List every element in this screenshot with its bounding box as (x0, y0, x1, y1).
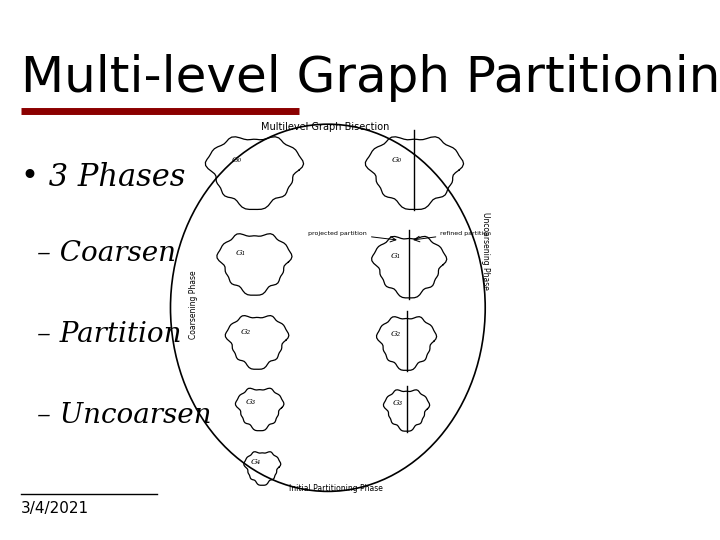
Text: Uncoarsening Phase: Uncoarsening Phase (481, 212, 490, 290)
Text: refined partition: refined partition (440, 231, 490, 236)
Text: – Uncoarsen: – Uncoarsen (37, 402, 211, 429)
Text: G₀: G₀ (392, 156, 402, 164)
Text: G₁: G₁ (390, 252, 400, 260)
Text: Multi-level Graph Partitioning: Multi-level Graph Partitioning (21, 54, 720, 102)
Text: G₁: G₁ (235, 249, 246, 257)
Text: G₄: G₄ (251, 458, 261, 466)
Text: projected partition: projected partition (308, 231, 367, 236)
Text: Coarsening Phase: Coarsening Phase (189, 271, 197, 340)
Text: – Coarsen: – Coarsen (37, 240, 176, 267)
Text: G₃: G₃ (393, 399, 403, 407)
Text: – Partition: – Partition (37, 321, 181, 348)
Text: Initial Partitioning Phase: Initial Partitioning Phase (289, 484, 382, 493)
Text: Multilevel Graph Bisection: Multilevel Graph Bisection (261, 122, 390, 132)
Text: • 3 Phases: • 3 Phases (21, 162, 185, 193)
Text: G₀: G₀ (232, 156, 242, 164)
Text: G₂: G₂ (390, 329, 401, 338)
Text: 3/4/2021: 3/4/2021 (21, 501, 89, 516)
Text: G₂: G₂ (240, 328, 251, 336)
Text: G₃: G₃ (246, 397, 256, 406)
